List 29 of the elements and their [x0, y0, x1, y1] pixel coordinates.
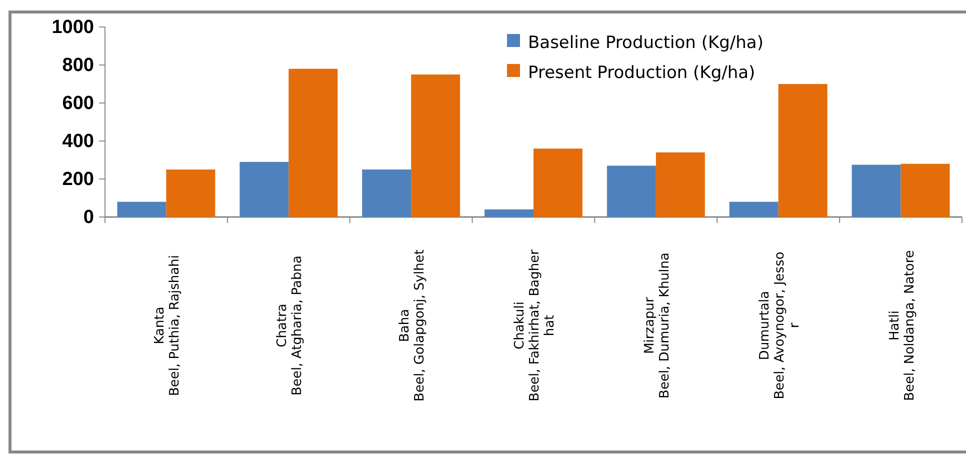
x-tick-label: Kanta Beel, Puthia, Rajshahi — [152, 255, 183, 396]
x-tick-label: Mirzapur Beel, Dumuria, Khulna — [642, 252, 672, 398]
x-tick-label: Baha Beel, Golapgonj, Sylhet — [398, 250, 428, 402]
bar — [411, 74, 460, 217]
bar — [534, 148, 582, 217]
x-tick-label: Dumurtala Beel, Avoynogor, Jesso r — [757, 252, 802, 400]
y-tick-label: 400 — [62, 131, 94, 152]
y-tick-label: 600 — [62, 93, 94, 114]
x-tick-label: Hatli Beel, Noldanga, Natore — [887, 250, 918, 401]
y-tick-label: 200 — [62, 169, 94, 190]
bar — [606, 166, 656, 217]
bar — [117, 202, 166, 217]
bar — [729, 202, 778, 217]
bar — [484, 209, 534, 217]
bar — [288, 68, 338, 217]
legend-label: Baseline Production (Kg/ha) — [528, 33, 764, 53]
y-tick-label: 800 — [62, 55, 94, 76]
x-tick-label: Chakuli Beel, Fakhirhat, Bagher hat — [512, 248, 558, 402]
y-tick-label: 1000 — [52, 17, 94, 38]
bar — [656, 152, 705, 217]
y-tick-label: 0 — [83, 207, 94, 228]
bar — [240, 162, 289, 217]
bar — [778, 84, 828, 217]
bar — [900, 164, 950, 217]
bar — [362, 170, 412, 217]
bar — [852, 164, 901, 217]
x-tick-label: Chatra Beel, Atgharia, Pabna — [275, 256, 306, 396]
bar — [166, 170, 216, 217]
legend-label: Present Production (Kg/ha) — [528, 63, 756, 83]
